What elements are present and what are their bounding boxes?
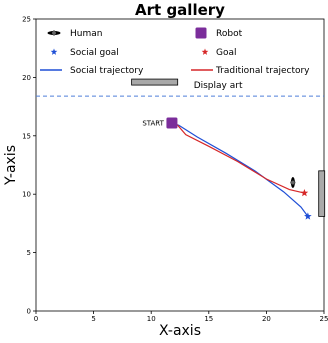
traditional-trajectory-line [171,122,305,194]
x-tick-label: 5 [91,315,95,323]
legend-label: Human [70,29,102,39]
legend: Human Robot Social goal Goal Social trajecto… [40,27,310,76]
legend-label: Social goal [70,48,119,58]
star-icon [50,48,58,55]
art-panel-right [318,170,326,217]
legend-label: Robot [216,29,243,39]
robot-start-square [166,117,178,129]
legend-entry: Social trajectory [40,66,144,76]
x-tick-label: 0 [34,315,38,323]
x-axis-label: X-axis [159,323,201,339]
legend-label: Traditional trajectory [215,66,310,76]
legend-entry: Human [47,29,102,39]
chart-title: Art gallery [135,1,225,19]
legend-entry: Goal [201,48,237,58]
y-tick-label: 10 [22,191,31,199]
display-art-bar [131,78,179,86]
robot-square-icon [195,27,207,39]
x-tick-label: 10 [147,315,156,323]
plot-area [35,18,325,312]
chart-marks [36,78,326,220]
human-icon [47,30,61,36]
human-icon [290,177,296,189]
y-tick-label: 20 [22,74,31,82]
x-tick-label: 20 [262,315,271,323]
axis-ticks: 0 5 10 15 20 25 0 5 10 15 20 25 [22,16,328,324]
legend-entry: Social goal [50,48,119,58]
y-tick-label: 15 [22,132,31,140]
legend-entry: Traditional trajectory [191,66,310,76]
x-tick-label: 25 [320,315,328,323]
start-label: START [142,119,164,127]
human-head [290,180,296,185]
star-icon [201,48,209,55]
human-head [51,30,57,36]
social-goal-star [304,212,312,220]
y-axis-label: Y-axis [3,145,19,186]
social-trajectory-line [171,122,309,217]
x-tick-label: 15 [204,315,213,323]
legend-label: Social trajectory [70,66,144,76]
y-tick-label: 0 [27,308,31,316]
display-art-label: Display art [194,81,243,91]
legend-entry: Robot [195,27,243,39]
legend-label: Goal [216,48,237,58]
y-tick-label: 5 [27,249,31,257]
y-tick-label: 25 [22,16,31,24]
goal-star [300,189,309,197]
